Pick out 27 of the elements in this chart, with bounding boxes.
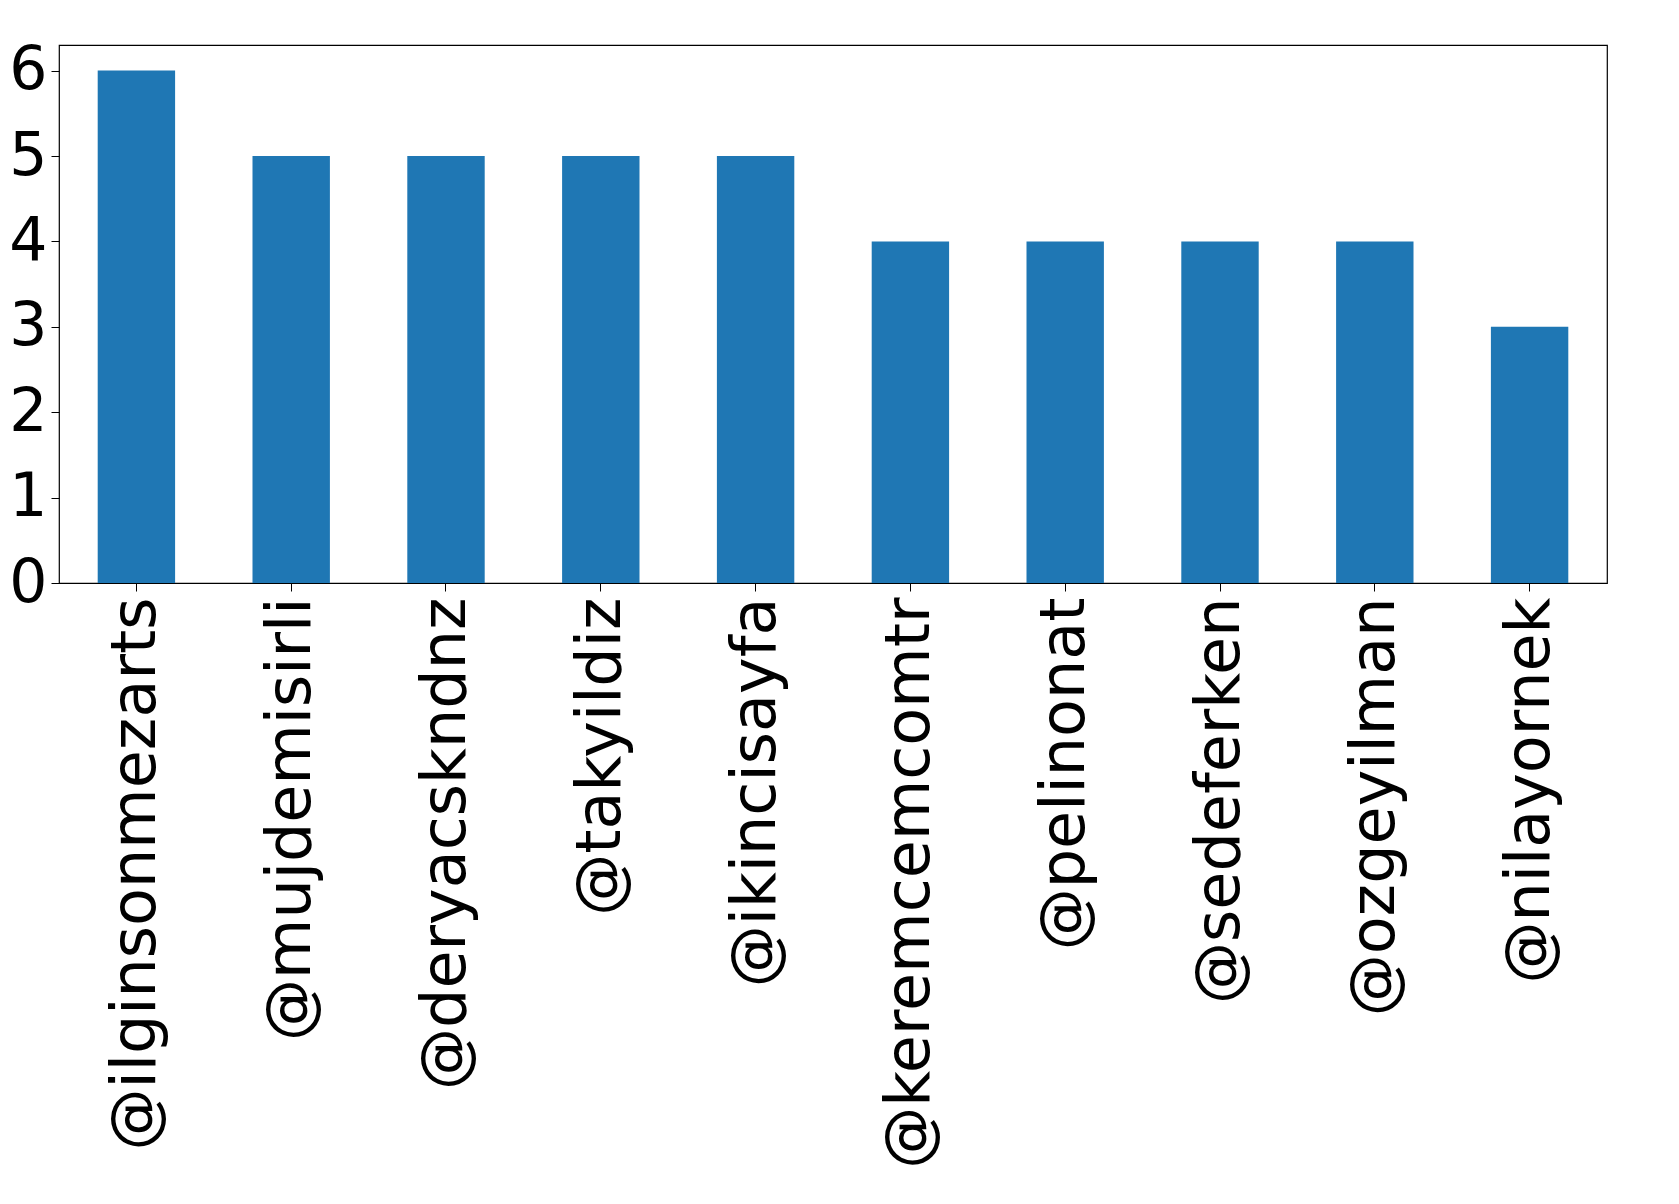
bar bbox=[871, 241, 950, 583]
x-tick-label: @mujdemisirli bbox=[252, 597, 326, 1042]
x-tick-label: @takyildiz bbox=[561, 597, 635, 916]
bar bbox=[1026, 241, 1104, 583]
y-tick-label: 0 bbox=[9, 545, 48, 616]
bar bbox=[252, 156, 330, 583]
x-tick-label: @keremcemcomtr bbox=[871, 597, 945, 1169]
y-tick-label: 5 bbox=[9, 118, 48, 189]
x-tick-label: @pelinonat bbox=[1026, 597, 1100, 951]
y-tick-label: 3 bbox=[9, 289, 48, 360]
x-tick-label: @ilginsonmezarts bbox=[97, 597, 171, 1151]
y-tick-label: 2 bbox=[9, 374, 48, 445]
bar bbox=[97, 70, 176, 583]
x-tick-label: @sedeferken bbox=[1181, 597, 1254, 1005]
x-tick-label: @ozgeyilman bbox=[1335, 597, 1409, 1017]
y-tick-label: 1 bbox=[9, 460, 48, 531]
y-tick-label: 4 bbox=[9, 203, 48, 274]
y-tick-label: 6 bbox=[9, 33, 48, 104]
bar bbox=[1181, 241, 1259, 583]
x-tick-label: @ikincisayfa bbox=[716, 597, 790, 988]
bar bbox=[407, 156, 485, 583]
bar bbox=[562, 156, 640, 583]
x-tick-label: @deryacskndnz bbox=[407, 597, 480, 1090]
bar bbox=[716, 156, 795, 583]
x-tick-label: @nilayornek bbox=[1490, 597, 1564, 984]
bar bbox=[1336, 241, 1414, 583]
bar bbox=[1490, 326, 1569, 583]
